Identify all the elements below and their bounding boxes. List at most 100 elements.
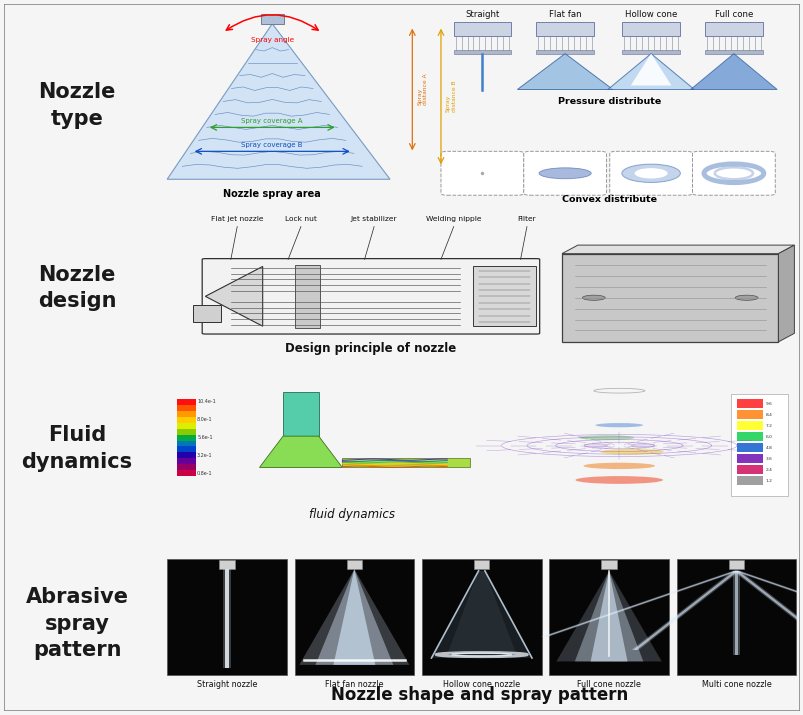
- Polygon shape: [431, 571, 532, 658]
- Polygon shape: [632, 571, 737, 650]
- Bar: [177, 458, 196, 464]
- Polygon shape: [540, 571, 740, 637]
- Bar: [730, 394, 787, 495]
- Bar: [177, 428, 196, 435]
- Text: Nozzle
design: Nozzle design: [38, 265, 116, 311]
- Text: fluid dynamics: fluid dynamics: [308, 508, 394, 521]
- Bar: [193, 305, 221, 322]
- Bar: [736, 410, 761, 419]
- Bar: [472, 267, 536, 326]
- Polygon shape: [299, 569, 409, 665]
- Text: Nozzle
type: Nozzle type: [39, 82, 116, 129]
- Text: 3.2e-1: 3.2e-1: [197, 453, 213, 458]
- Text: Spray coverage B: Spray coverage B: [241, 142, 303, 148]
- Text: 4.8: 4.8: [764, 446, 772, 450]
- Text: Hollow cone: Hollow cone: [624, 10, 676, 19]
- Polygon shape: [259, 436, 342, 468]
- Bar: [219, 560, 234, 569]
- Polygon shape: [630, 54, 671, 86]
- Bar: [294, 559, 414, 675]
- Ellipse shape: [599, 449, 663, 455]
- FancyBboxPatch shape: [523, 152, 605, 195]
- Text: Full cone: Full cone: [714, 10, 752, 19]
- Polygon shape: [333, 569, 375, 665]
- Polygon shape: [732, 571, 803, 650]
- Ellipse shape: [583, 463, 654, 469]
- Bar: [704, 21, 761, 36]
- Text: Nozzle spray area: Nozzle spray area: [223, 189, 320, 199]
- FancyBboxPatch shape: [202, 259, 539, 334]
- Polygon shape: [445, 571, 517, 658]
- Text: Fluid
dynamics: Fluid dynamics: [22, 425, 132, 472]
- Polygon shape: [690, 54, 777, 89]
- Bar: [177, 464, 196, 470]
- FancyBboxPatch shape: [440, 152, 523, 195]
- Text: Spray
distance A: Spray distance A: [417, 74, 428, 105]
- Bar: [177, 446, 196, 453]
- Circle shape: [621, 164, 679, 182]
- Text: 3.6: 3.6: [764, 457, 772, 461]
- Bar: [676, 559, 795, 675]
- Text: 8.0e-1: 8.0e-1: [197, 417, 213, 422]
- Bar: [222, 569, 231, 669]
- Ellipse shape: [538, 168, 590, 179]
- Bar: [177, 453, 196, 458]
- Polygon shape: [590, 571, 626, 661]
- Text: 8.4: 8.4: [764, 413, 772, 417]
- Text: Design principle of nozzle: Design principle of nozzle: [285, 342, 456, 355]
- Polygon shape: [777, 245, 793, 342]
- Circle shape: [734, 295, 757, 300]
- Bar: [622, 49, 679, 54]
- Polygon shape: [167, 24, 389, 179]
- Bar: [736, 465, 761, 474]
- Bar: [736, 454, 761, 463]
- Polygon shape: [561, 245, 793, 254]
- Polygon shape: [734, 571, 803, 637]
- Text: Filter: Filter: [517, 217, 536, 222]
- Polygon shape: [556, 571, 661, 661]
- Polygon shape: [607, 54, 694, 89]
- Text: Welding nipple: Welding nipple: [426, 217, 481, 222]
- Polygon shape: [732, 571, 740, 654]
- Text: Hollow cone nozzle: Hollow cone nozzle: [442, 680, 520, 689]
- Text: Spray coverage A: Spray coverage A: [241, 119, 303, 124]
- Circle shape: [581, 295, 605, 300]
- FancyBboxPatch shape: [691, 152, 774, 195]
- Bar: [294, 265, 320, 327]
- Bar: [736, 443, 761, 452]
- Text: Abrasive
spray
pattern: Abrasive spray pattern: [26, 588, 128, 660]
- Text: Full cone nozzle: Full cone nozzle: [577, 680, 640, 689]
- Polygon shape: [732, 571, 803, 637]
- Text: Spray
distance B: Spray distance B: [446, 81, 456, 112]
- Text: Spray angle: Spray angle: [251, 36, 293, 43]
- Bar: [736, 421, 761, 430]
- Text: 9.6: 9.6: [764, 402, 772, 406]
- Bar: [177, 470, 196, 476]
- Polygon shape: [315, 569, 393, 665]
- Circle shape: [634, 168, 666, 179]
- Text: Flat fan nozzle: Flat fan nozzle: [324, 680, 383, 689]
- Bar: [342, 458, 469, 468]
- Bar: [177, 399, 196, 405]
- Bar: [260, 14, 283, 24]
- Polygon shape: [517, 54, 612, 89]
- Bar: [622, 21, 679, 36]
- Text: Straight: Straight: [465, 10, 499, 19]
- Bar: [422, 559, 541, 675]
- Bar: [167, 559, 287, 675]
- Text: Lock nut: Lock nut: [284, 217, 316, 222]
- Bar: [283, 393, 318, 436]
- Bar: [346, 560, 361, 569]
- Text: 0.8e-1: 0.8e-1: [197, 470, 213, 475]
- Bar: [177, 405, 196, 411]
- Bar: [736, 476, 761, 485]
- Bar: [225, 569, 229, 669]
- Bar: [536, 21, 593, 36]
- Text: 7.2: 7.2: [764, 424, 772, 428]
- Ellipse shape: [575, 476, 662, 484]
- Text: 10.4e-1: 10.4e-1: [197, 400, 215, 405]
- Text: 5.6e-1: 5.6e-1: [197, 435, 213, 440]
- Text: Convex distribute: Convex distribute: [561, 195, 656, 204]
- Text: 6.0: 6.0: [764, 435, 772, 439]
- Text: Flat jet nozzle: Flat jet nozzle: [210, 217, 263, 222]
